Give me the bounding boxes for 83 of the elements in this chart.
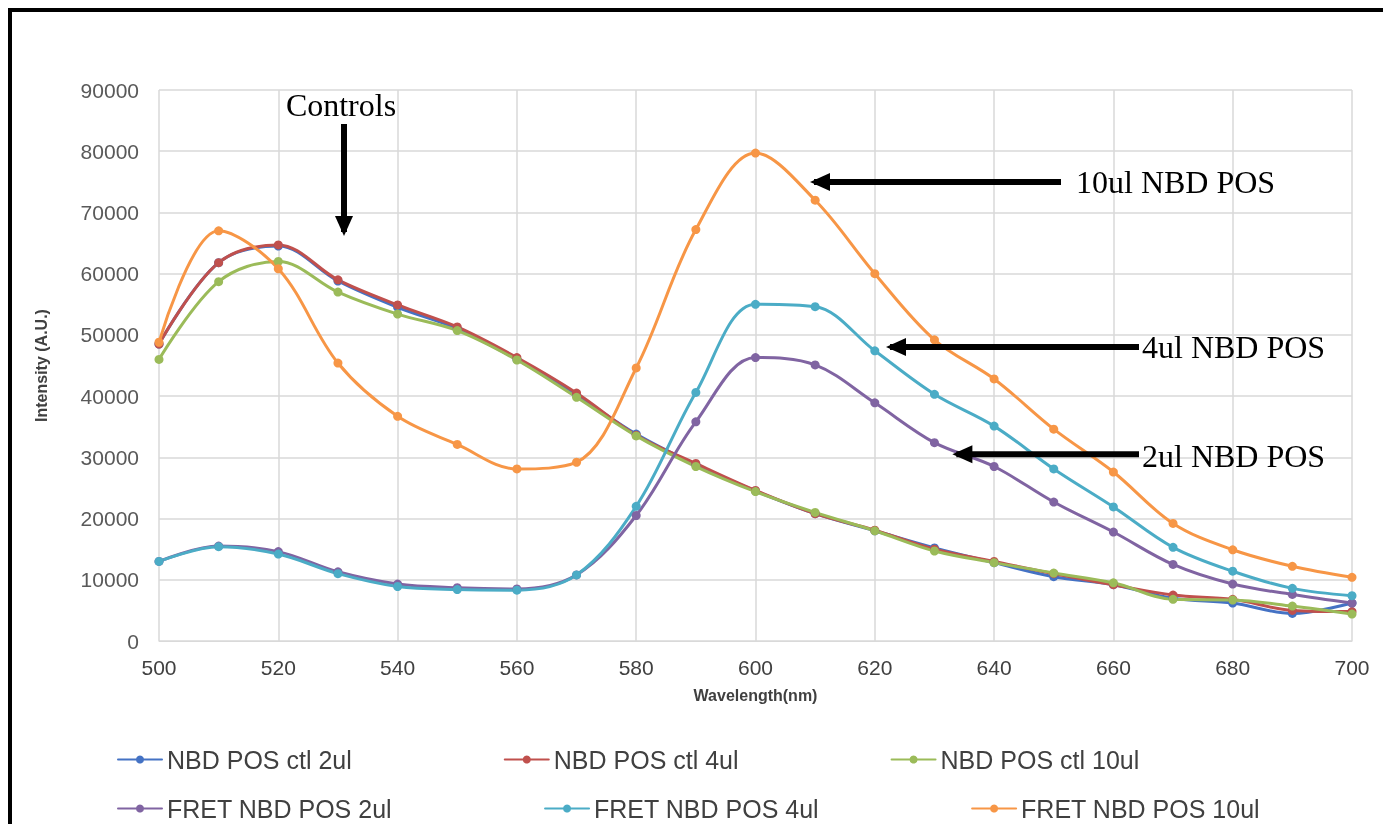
point	[691, 387, 701, 397]
x-tick-label: 640	[976, 656, 1012, 679]
y-tick-label: 0	[127, 629, 139, 653]
point	[154, 354, 164, 364]
point	[1287, 561, 1297, 571]
x-axis-title: Wavelength(nm)	[693, 686, 818, 704]
legend-label: FRET NBD POS 4ul	[594, 794, 819, 823]
legend-label: NBD POS ctl 2ul	[167, 745, 352, 774]
point	[929, 335, 939, 345]
point	[751, 299, 760, 309]
x-tick-label: 700	[1334, 656, 1370, 679]
point	[572, 457, 582, 467]
point	[1108, 527, 1118, 537]
y-tick-label: 50000	[80, 323, 139, 347]
point	[1168, 542, 1178, 552]
point	[989, 374, 999, 384]
point	[452, 439, 462, 449]
point	[1108, 467, 1118, 477]
legend-label: NBD POS ctl 10ul	[940, 745, 1140, 774]
y-tick-label: 60000	[80, 262, 139, 286]
point	[870, 346, 880, 356]
point	[631, 363, 641, 373]
legend-label: FRET NBD POS 2ul	[167, 794, 392, 823]
point	[989, 462, 999, 472]
legend-label: FRET NBD POS 10ul	[1021, 794, 1260, 823]
point	[1347, 591, 1357, 601]
point	[333, 287, 343, 297]
point	[1049, 497, 1059, 507]
point	[810, 195, 820, 205]
point	[929, 389, 939, 399]
point	[333, 358, 343, 368]
point	[214, 226, 224, 236]
point	[1049, 424, 1059, 434]
y-tick-label: 10000	[80, 568, 139, 592]
point	[393, 411, 403, 421]
point	[751, 148, 760, 158]
x-tick-label: 620	[857, 656, 893, 679]
point	[393, 309, 403, 319]
point	[1168, 559, 1178, 569]
point	[691, 417, 701, 427]
point	[810, 302, 820, 312]
x-tick-label: 680	[1215, 656, 1251, 679]
x-tick-label: 600	[737, 656, 774, 679]
x-tick-label: 560	[499, 656, 535, 679]
x-tick-label: 520	[260, 656, 296, 679]
x-tick-label: 660	[1095, 656, 1131, 679]
x-tick-label: 580	[618, 656, 654, 679]
point	[512, 464, 522, 474]
point	[989, 421, 999, 431]
point	[1228, 545, 1238, 555]
annotation: 2ul NBD POS	[1142, 438, 1326, 475]
point	[1228, 579, 1238, 589]
point	[1228, 566, 1238, 576]
annotation: Controls	[285, 87, 397, 123]
point	[1287, 583, 1297, 593]
point	[929, 438, 939, 448]
point	[1049, 464, 1059, 474]
y-tick-label: 90000	[80, 78, 139, 102]
point	[273, 256, 283, 266]
point	[870, 398, 880, 408]
point	[631, 511, 641, 520]
point	[1108, 502, 1118, 512]
legend-label: NBD POS ctl 4ul	[553, 745, 739, 774]
y-tick-label: 40000	[80, 384, 139, 408]
x-tick-label: 500	[141, 656, 177, 679]
x-tick-label: 540	[380, 656, 416, 679]
point	[810, 360, 820, 370]
point	[1347, 572, 1357, 582]
point	[691, 225, 701, 235]
y-tick-label: 20000	[80, 507, 139, 531]
point	[631, 501, 641, 511]
y-tick-label: 30000	[80, 445, 139, 469]
point	[751, 353, 760, 363]
point	[1168, 518, 1178, 528]
annotation: 10ul NBD POS	[1076, 164, 1276, 200]
y-tick-label: 80000	[80, 139, 139, 163]
point	[273, 264, 283, 274]
point	[870, 269, 880, 279]
y-axis-title: Intensity (A.U.)	[32, 309, 50, 422]
annotation: 4ul NBD POS	[1142, 329, 1326, 365]
point	[214, 277, 224, 287]
y-tick-label: 70000	[80, 200, 139, 224]
point	[1287, 601, 1297, 611]
